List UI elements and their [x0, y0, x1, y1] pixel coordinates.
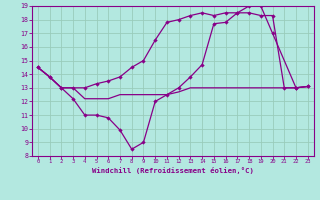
X-axis label: Windchill (Refroidissement éolien,°C): Windchill (Refroidissement éolien,°C): [92, 167, 254, 174]
